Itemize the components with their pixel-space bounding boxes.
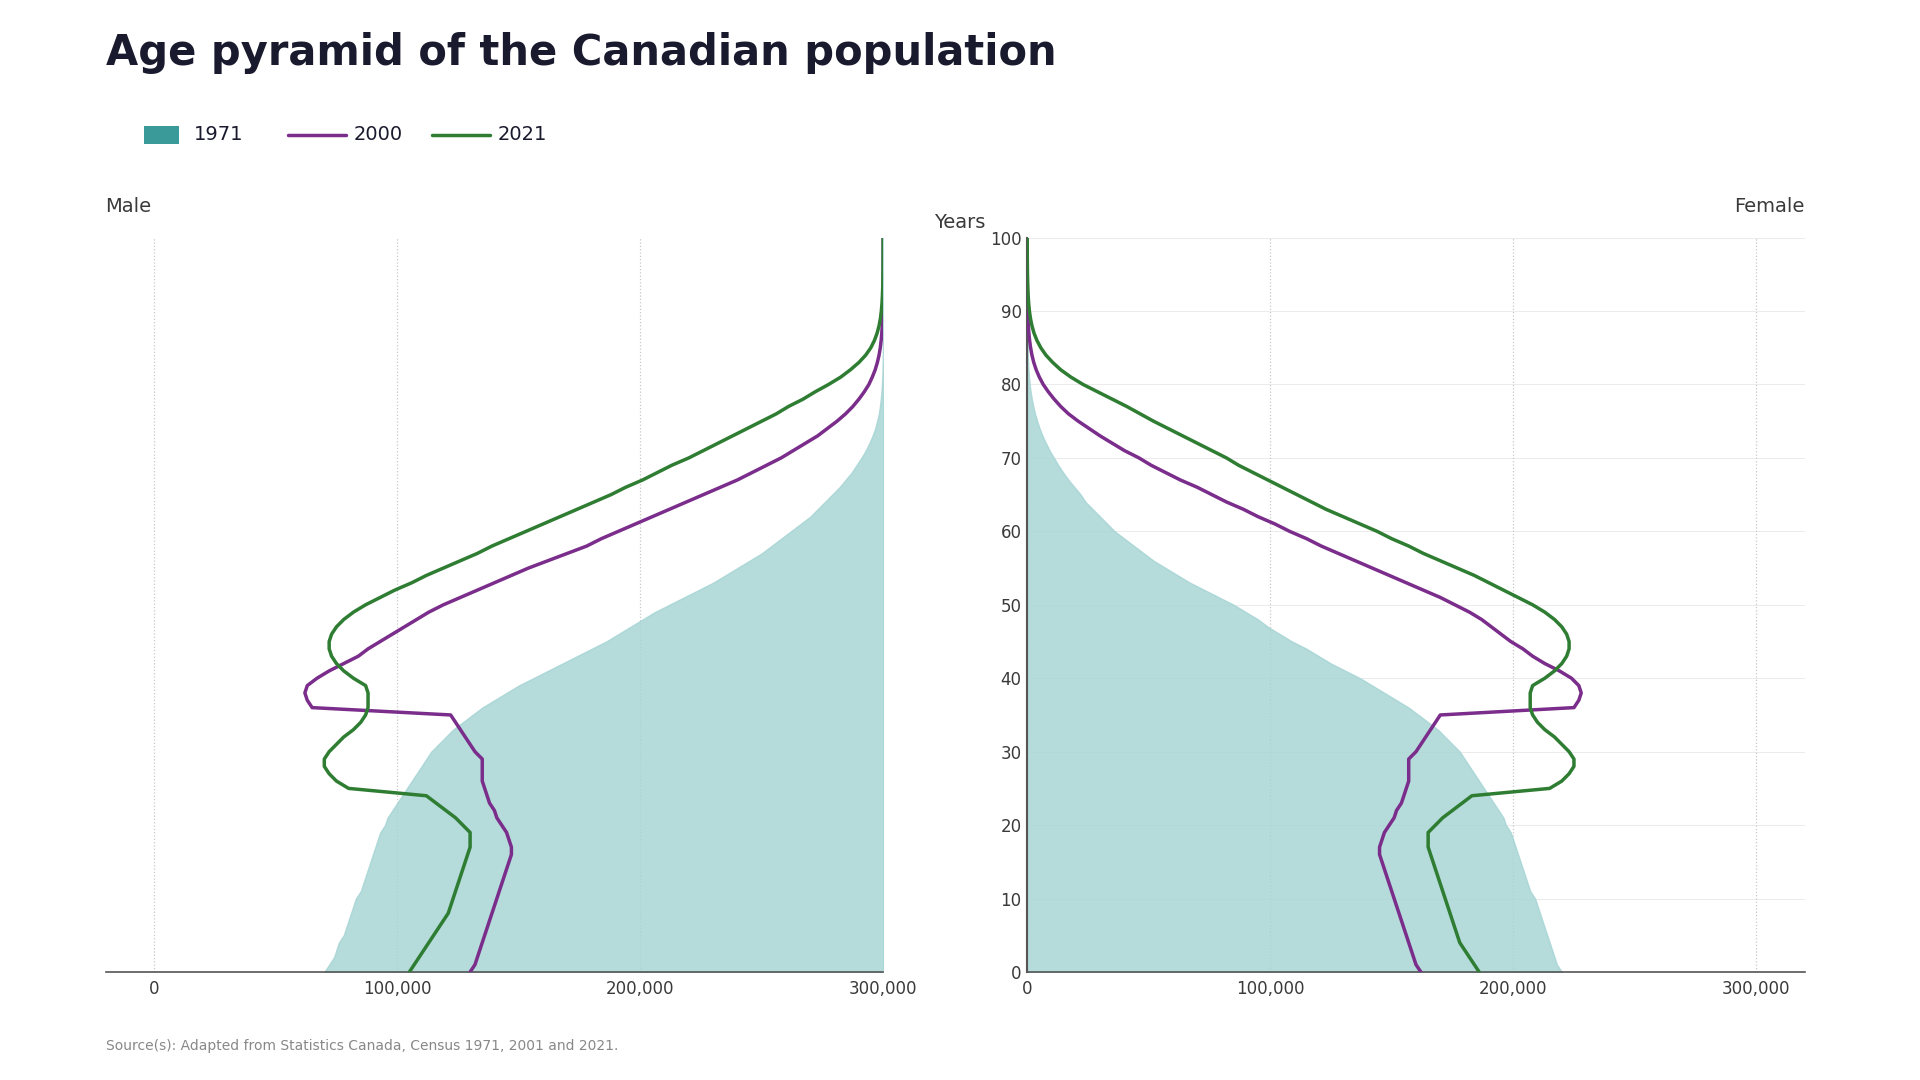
Text: Male: Male	[106, 197, 152, 216]
Text: 2000: 2000	[353, 125, 403, 145]
Text: Years: Years	[935, 213, 985, 232]
Text: Source(s): Adapted from Statistics Canada, Census 1971, 2001 and 2021.: Source(s): Adapted from Statistics Canad…	[106, 1039, 618, 1053]
Text: Female: Female	[1734, 197, 1805, 216]
Text: 1971: 1971	[194, 125, 244, 145]
Text: 2021: 2021	[497, 125, 547, 145]
Text: Age pyramid of the Canadian population: Age pyramid of the Canadian population	[106, 32, 1056, 75]
